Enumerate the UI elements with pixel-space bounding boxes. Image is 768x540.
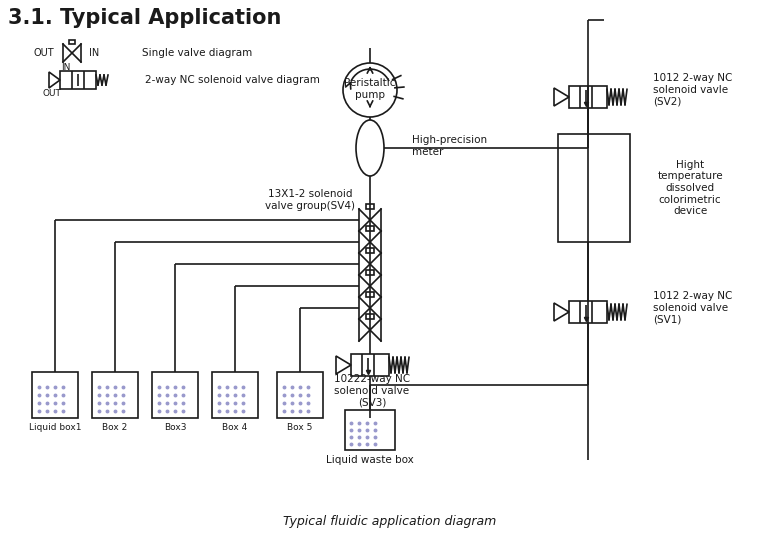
Bar <box>92 372 138 418</box>
Bar <box>69 40 75 44</box>
Bar <box>569 86 607 108</box>
Text: Box3: Box3 <box>164 422 187 431</box>
Text: Liquid box1: Liquid box1 <box>28 422 81 431</box>
Text: Peristaltic: Peristaltic <box>344 78 396 88</box>
Bar <box>345 410 395 450</box>
Text: Liquid waste box: Liquid waste box <box>326 455 414 465</box>
Text: High-precision: High-precision <box>412 135 487 145</box>
Text: 13X1-2 solenoid
valve group(SV4): 13X1-2 solenoid valve group(SV4) <box>265 189 355 211</box>
Bar <box>212 372 258 418</box>
Text: pump: pump <box>355 90 385 100</box>
Bar <box>277 372 323 418</box>
Bar <box>366 248 374 253</box>
Bar <box>366 226 374 231</box>
Bar <box>366 314 374 319</box>
Text: Box 2: Box 2 <box>102 422 127 431</box>
Bar <box>366 292 374 297</box>
Text: 1012 2-way NC
solenoid valve
(SV1): 1012 2-way NC solenoid valve (SV1) <box>653 292 733 325</box>
Text: IN: IN <box>89 48 99 58</box>
Bar <box>32 372 78 418</box>
Text: Box 4: Box 4 <box>223 422 247 431</box>
Text: 1012 2-way NC
solenoid vavle
(SV2): 1012 2-way NC solenoid vavle (SV2) <box>653 73 733 106</box>
Bar <box>558 134 630 242</box>
Text: Box 5: Box 5 <box>287 422 313 431</box>
Text: Hight
temperature
dissolved
colorimetric
device: Hight temperature dissolved colorimetric… <box>657 160 723 216</box>
Text: OUT: OUT <box>42 89 61 98</box>
Bar <box>152 372 198 418</box>
Text: Single valve diagram: Single valve diagram <box>142 48 252 58</box>
Text: Typical fluidic application diagram: Typical fluidic application diagram <box>283 516 497 529</box>
Bar <box>60 71 96 89</box>
Text: meter: meter <box>412 147 443 157</box>
Bar <box>366 270 374 275</box>
Text: 10222-way NC
solenoid valve
(SV3): 10222-way NC solenoid valve (SV3) <box>334 374 410 408</box>
Text: 3.1. Typical Application: 3.1. Typical Application <box>8 8 281 28</box>
Text: IN: IN <box>61 63 71 71</box>
Bar <box>366 204 374 209</box>
Text: OUT: OUT <box>33 48 54 58</box>
Bar <box>351 354 389 376</box>
Bar <box>569 301 607 323</box>
Text: 2-way NC solenoid valve diagram: 2-way NC solenoid valve diagram <box>145 75 320 85</box>
